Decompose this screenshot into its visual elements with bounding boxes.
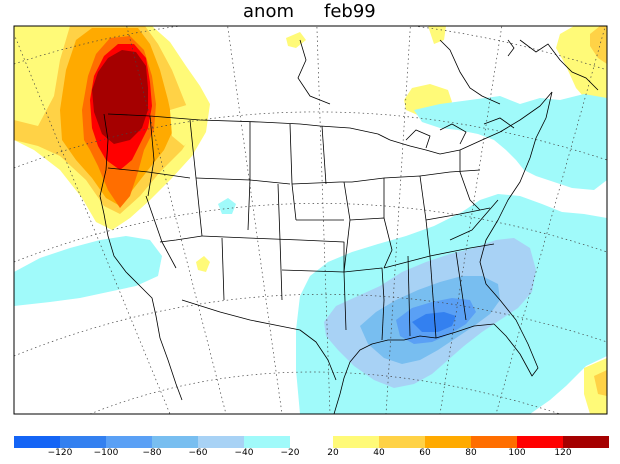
canada-border (107, 113, 391, 141)
colorbar-swatch-positive-0 (333, 436, 379, 448)
contour-pos-20-colorado (196, 256, 210, 272)
anomaly-map (13, 25, 608, 415)
contour-neg-20-east-atlantic (596, 302, 607, 340)
colorbar-tick-label: 60 (419, 448, 431, 458)
colorbar-tick-label: −120 (47, 448, 73, 458)
colorbar-swatch-negative-5 (244, 436, 290, 448)
colorbar-swatch-negative-2 (106, 436, 152, 448)
colorbar-tick-label: −20 (280, 448, 300, 458)
contour-neg-20-sw-blob (218, 198, 236, 214)
graticule (14, 26, 607, 414)
colorbar-negative (14, 436, 290, 448)
colorbar-swatch-positive-3 (471, 436, 517, 448)
colorbar-tick-label: 80 (465, 448, 477, 458)
contour-neg-20-ne (414, 94, 607, 190)
colorbar-tick-label: 100 (508, 448, 526, 458)
contour-pos-20-southeast (584, 358, 607, 414)
colorbar-swatch-positive-2 (425, 436, 471, 448)
colorbar-positive (333, 436, 609, 448)
colorbar-swatch-positive-1 (379, 436, 425, 448)
contour-pos-120 (92, 50, 148, 144)
colorbar-swatch-negative-0 (14, 436, 60, 448)
colorbar-tick-label: 20 (327, 448, 339, 458)
boundaries (99, 91, 553, 414)
contour-pos-20-idaho (170, 104, 200, 146)
colorbar-tick-label: 120 (554, 448, 572, 458)
contour-pos-40-southeast (594, 370, 607, 396)
colorbar-tick-label: −60 (188, 448, 208, 458)
colorbar-swatch-negative-1 (60, 436, 106, 448)
colorbar-swatch-positive-4 (517, 436, 563, 448)
gulf-coast (333, 323, 495, 414)
contour-neg-20-west (14, 236, 162, 306)
map-title-period: feb99 (324, 1, 376, 22)
map-frame (13, 25, 608, 415)
colorbar-swatch-negative-3 (152, 436, 198, 448)
great-lakes-east (389, 91, 553, 155)
colorbar-tick-label: −80 (142, 448, 162, 458)
east-coast (479, 91, 553, 377)
contour-neg-100 (412, 312, 456, 332)
colorbar-tick-label: −40 (234, 448, 254, 458)
west-coast (99, 113, 183, 401)
colorbar-tick-label: −100 (93, 448, 119, 458)
mexico-border (181, 299, 337, 381)
colorbar-swatch-negative-4 (198, 436, 244, 448)
contour-pos-40-atlantic-ne (590, 26, 607, 64)
colorbar-swatch-positive-5 (563, 436, 609, 448)
colorbar-tick-label: 40 (373, 448, 385, 458)
canada-coastlines (297, 39, 599, 149)
map-title-variable: anom (243, 1, 294, 22)
contour-pos-20-labrador (428, 26, 446, 44)
